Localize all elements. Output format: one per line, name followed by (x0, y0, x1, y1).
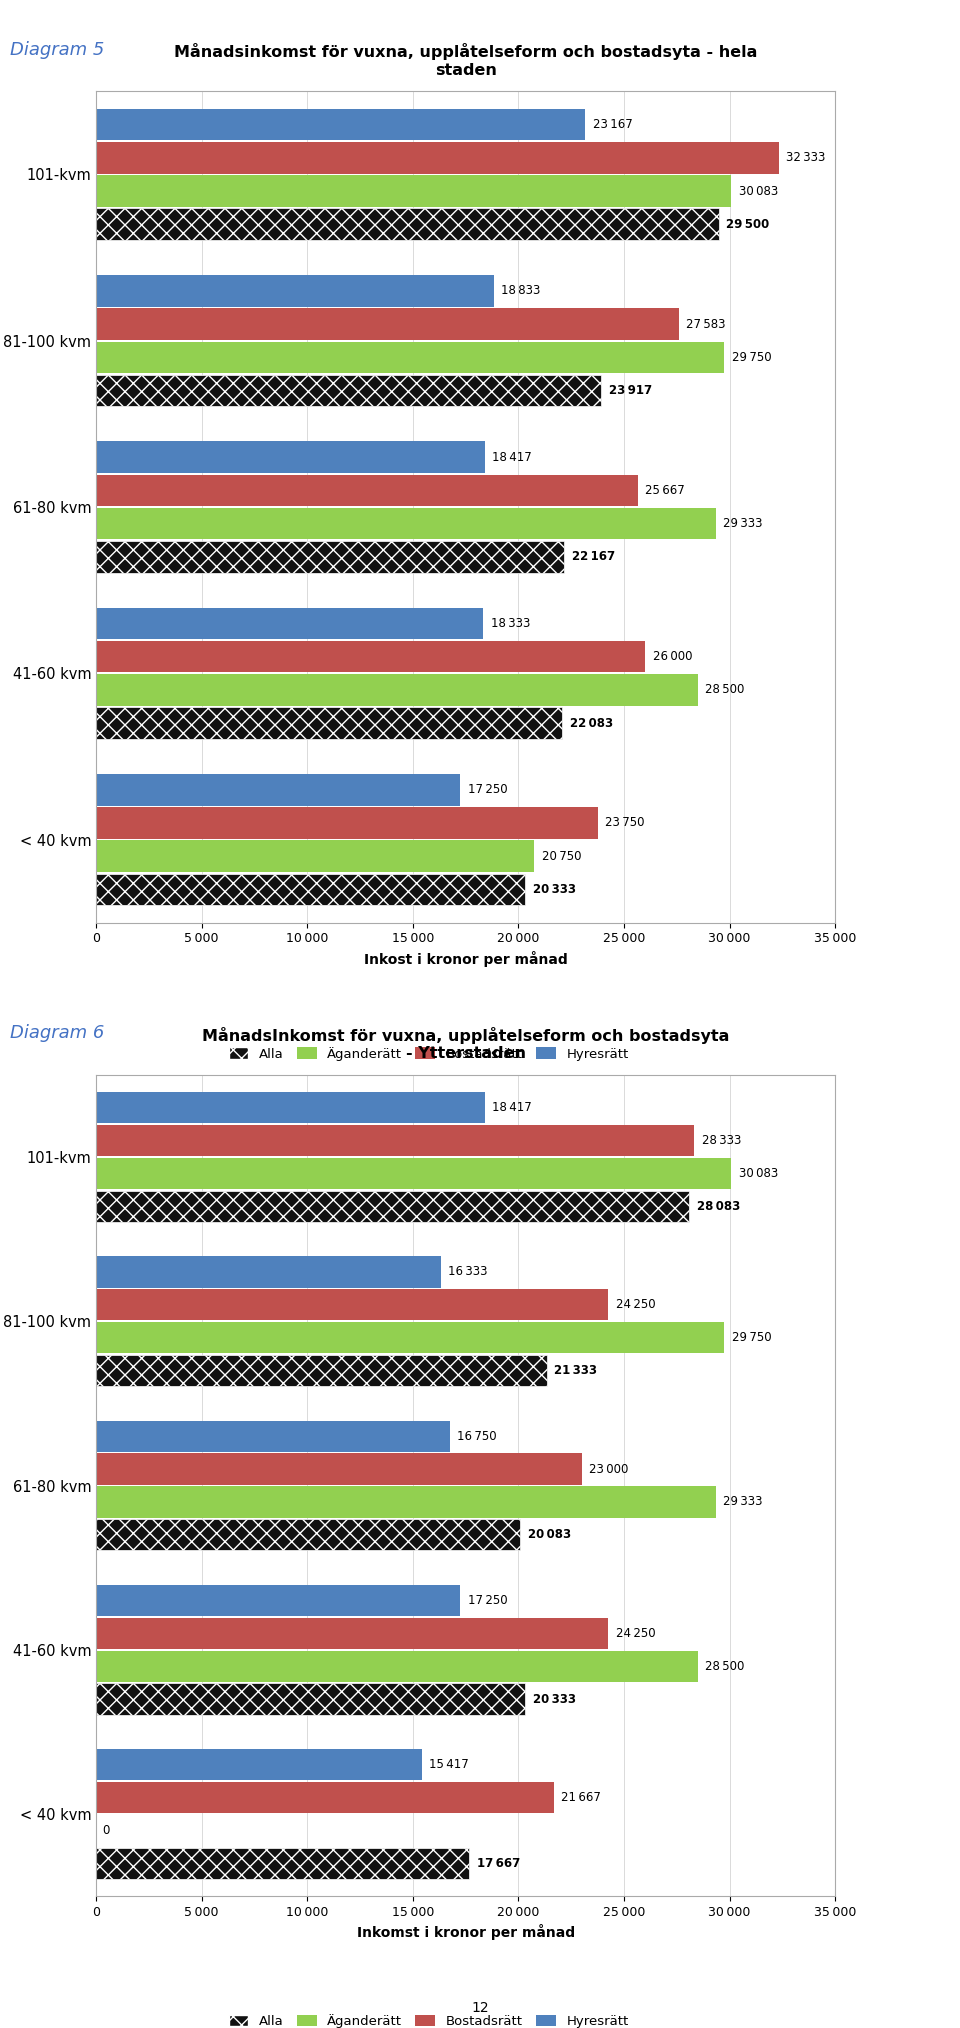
Text: 17 667: 17 667 (476, 1858, 519, 1870)
Text: 24 250: 24 250 (615, 1626, 655, 1641)
Bar (96, 1519, 520, 1549)
Text: 16 750: 16 750 (457, 1430, 496, 1442)
Text: 18 833: 18 833 (501, 284, 540, 298)
Text: 17 250: 17 250 (468, 783, 507, 797)
Text: 20 333: 20 333 (533, 882, 576, 896)
Bar (96, 375, 601, 406)
Text: 28 333: 28 333 (702, 1134, 741, 1148)
Title: Månadsinkomst för vuxna, upplåtelseform och bostadsyta - hela
staden: Månadsinkomst för vuxna, upplåtelseform … (174, 43, 757, 77)
Text: 27 583: 27 583 (686, 318, 726, 331)
Text: 22 167: 22 167 (571, 550, 614, 564)
Bar (96, 1126, 694, 1156)
Bar (96, 110, 586, 140)
Bar (96, 641, 645, 673)
Text: 18 417: 18 417 (492, 1101, 532, 1113)
Bar (96, 807, 597, 840)
Text: 32 333: 32 333 (786, 152, 826, 164)
Bar (96, 874, 525, 904)
Text: 23 750: 23 750 (605, 817, 644, 829)
Bar (96, 1848, 469, 1878)
Text: 20 750: 20 750 (541, 850, 581, 862)
Bar (96, 174, 732, 207)
Text: 29 750: 29 750 (732, 1330, 771, 1345)
Bar (96, 308, 679, 341)
Text: 22 083: 22 083 (570, 716, 612, 730)
Title: MånadsInkomst för vuxna, upplåtelseform och bostadsyta
- Ytterstaden: MånadsInkomst för vuxna, upplåtelseform … (202, 1026, 730, 1061)
Text: 28 500: 28 500 (706, 1659, 745, 1673)
Text: 0: 0 (103, 1823, 109, 1837)
Bar (96, 1257, 441, 1288)
Text: 29 333: 29 333 (723, 517, 762, 529)
Text: 17 250: 17 250 (468, 1594, 507, 1606)
Text: 21 667: 21 667 (561, 1791, 601, 1805)
Bar (96, 1750, 421, 1781)
Text: 25 667: 25 667 (645, 485, 685, 497)
Bar (96, 1651, 698, 1681)
Bar (96, 1190, 689, 1221)
Bar (96, 1454, 582, 1484)
Text: 20 083: 20 083 (528, 1529, 570, 1541)
Text: Diagram 6: Diagram 6 (10, 1024, 104, 1042)
Text: Diagram 5: Diagram 5 (10, 41, 104, 59)
Bar (96, 1322, 725, 1353)
Bar (96, 1158, 732, 1188)
Bar (96, 209, 719, 239)
Text: 18 417: 18 417 (492, 450, 532, 464)
Text: 23 000: 23 000 (589, 1462, 629, 1476)
Bar (96, 1586, 461, 1616)
Bar (96, 442, 485, 473)
Bar (96, 1422, 449, 1452)
Bar (96, 475, 638, 507)
Bar (96, 1618, 609, 1649)
Bar (96, 541, 564, 572)
Legend: Alla, Äganderätt, Bostadsrätt, Hyresrätt: Alla, Äganderätt, Bostadsrätt, Hyresrätt (224, 1040, 634, 1067)
Text: 12: 12 (471, 2002, 489, 2014)
Bar (96, 1290, 609, 1320)
Bar (96, 1683, 525, 1714)
Text: 21 333: 21 333 (554, 1365, 597, 1377)
Bar (96, 142, 779, 174)
Bar (96, 840, 534, 872)
Text: 18 333: 18 333 (491, 617, 530, 631)
Bar (96, 775, 461, 805)
Text: 28 500: 28 500 (706, 683, 745, 696)
Text: 15 417: 15 417 (429, 1758, 468, 1770)
Bar (96, 673, 698, 706)
Text: 30 083: 30 083 (739, 185, 778, 197)
Text: 26 000: 26 000 (653, 651, 692, 663)
Bar (96, 341, 725, 373)
Bar (96, 1093, 485, 1124)
X-axis label: Inkost i kronor per månad: Inkost i kronor per månad (364, 951, 567, 967)
Text: 16 333: 16 333 (448, 1265, 488, 1278)
Text: 24 250: 24 250 (615, 1298, 655, 1312)
Bar (96, 608, 483, 639)
Bar (96, 1487, 715, 1517)
Bar (96, 1783, 554, 1813)
X-axis label: Inkomst i kronor per månad: Inkomst i kronor per månad (356, 1925, 575, 1941)
Text: 30 083: 30 083 (739, 1166, 778, 1180)
Bar (96, 708, 563, 738)
Text: 28 083: 28 083 (697, 1201, 740, 1213)
Text: 20 333: 20 333 (533, 1693, 576, 1706)
Legend: Alla, Äganderätt, Bostadsrätt, Hyresrätt: Alla, Äganderätt, Bostadsrätt, Hyresrätt (224, 2010, 634, 2028)
Text: 23 167: 23 167 (592, 118, 633, 132)
Text: 29 750: 29 750 (732, 351, 771, 363)
Text: 29 333: 29 333 (723, 1495, 762, 1509)
Text: 29 500: 29 500 (727, 217, 770, 231)
Bar (96, 1355, 546, 1385)
Bar (96, 276, 493, 306)
Text: 23 917: 23 917 (609, 383, 652, 397)
Bar (96, 507, 715, 539)
